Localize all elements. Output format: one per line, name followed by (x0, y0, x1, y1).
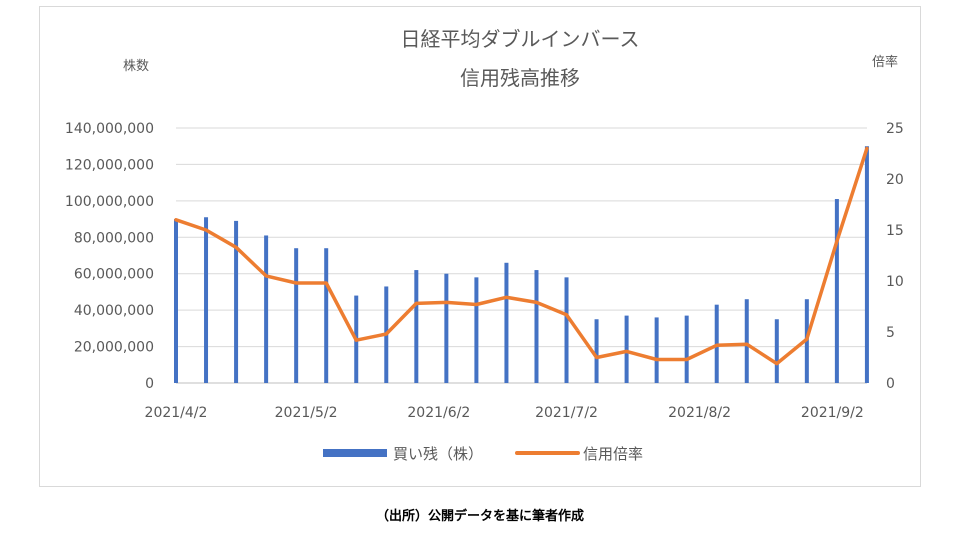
chart-frame (39, 6, 921, 487)
bar (264, 235, 269, 383)
line-point (685, 358, 688, 361)
y-left-tick-label: 100,000,000 (65, 194, 154, 210)
bar (684, 315, 689, 383)
y-left-tick-label: 0 (145, 376, 154, 392)
line-point (565, 313, 568, 316)
y-right-axis-label: 倍率 (872, 54, 898, 70)
y-left-axis-label: 株数 (123, 59, 149, 74)
line-point (385, 332, 388, 336)
x-tick-label: 2021/4/2 (145, 405, 208, 421)
legend: 買い残（株） 信用倍率 (323, 445, 643, 463)
y-left-tick-label: 80,000,000 (74, 230, 154, 246)
legend-bar-label: 買い残（株） (393, 445, 483, 463)
bar (774, 319, 779, 383)
line-point (264, 274, 268, 278)
line-point (835, 240, 839, 243)
source-caption: （出所）公開データを基に筆者作成 (375, 509, 584, 524)
bar (504, 262, 509, 383)
bar (294, 248, 299, 383)
line-point (445, 301, 448, 304)
x-tick-label: 2021/9/2 (801, 405, 864, 421)
line-point (805, 337, 809, 341)
line-point (294, 281, 298, 285)
y-left-tick-label: 60,000,000 (74, 267, 154, 283)
y-left-tick-label: 20,000,000 (74, 340, 154, 356)
line-point (655, 358, 658, 361)
y-left-tick-label: 120,000,000 (65, 157, 154, 173)
legend-bar-swatch (323, 449, 387, 457)
line-point (775, 362, 778, 365)
bar (594, 319, 599, 383)
x-tick-label: 2021/7/2 (535, 405, 598, 421)
line-point (174, 218, 178, 221)
bar (834, 199, 839, 383)
y-right-tick-label: 15 (886, 223, 904, 239)
bar (444, 273, 449, 383)
bar (864, 146, 869, 383)
y-right-tick-label: 20 (886, 172, 904, 188)
line-point (535, 301, 538, 304)
bar (564, 277, 569, 383)
y-right-tick-label: 25 (886, 121, 904, 137)
bar (414, 270, 419, 383)
line-point (595, 356, 598, 359)
x-tick-label: 2021/5/2 (275, 405, 338, 421)
x-tick-label: 2021/8/2 (668, 405, 731, 421)
bar (204, 217, 209, 383)
bar (534, 270, 539, 383)
line-point (204, 228, 208, 232)
bar (234, 220, 239, 383)
line-series-credit-ratio (174, 146, 869, 366)
bar (654, 317, 659, 383)
y-right-tick-label: 5 (886, 325, 895, 341)
chart-title-line-2: 信用残高推移 (460, 66, 580, 90)
chart-title-line-1: 日経平均ダブルインバース (401, 27, 640, 51)
line-point (715, 344, 718, 347)
line-point (745, 343, 748, 346)
y-right-tick-label: 0 (886, 376, 895, 392)
bar (474, 277, 479, 383)
bar (624, 315, 629, 383)
line-point (475, 303, 478, 306)
legend-line-label: 信用倍率 (583, 445, 643, 463)
bar (324, 248, 329, 383)
bar (744, 299, 749, 383)
line-point (234, 246, 238, 249)
bar (174, 219, 178, 383)
line-point (355, 338, 358, 342)
line-point (415, 302, 418, 305)
line-point (865, 147, 869, 150)
line-point (505, 296, 508, 299)
y-left-tick-label: 140,000,000 (65, 121, 154, 137)
line-point (625, 350, 628, 353)
y-right-tick-label: 10 (886, 274, 904, 290)
y-left-tick-label: 40,000,000 (74, 303, 154, 319)
x-tick-label: 2021/6/2 (407, 405, 470, 421)
line-point (325, 281, 328, 285)
